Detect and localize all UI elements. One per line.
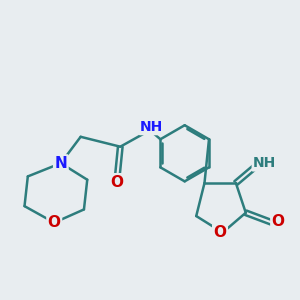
Text: O: O (110, 175, 124, 190)
Text: O: O (272, 214, 285, 229)
Text: O: O (214, 225, 226, 240)
Text: NH: NH (140, 120, 163, 134)
Text: O: O (48, 215, 61, 230)
Text: N: N (55, 156, 67, 171)
Text: NH: NH (253, 156, 276, 170)
